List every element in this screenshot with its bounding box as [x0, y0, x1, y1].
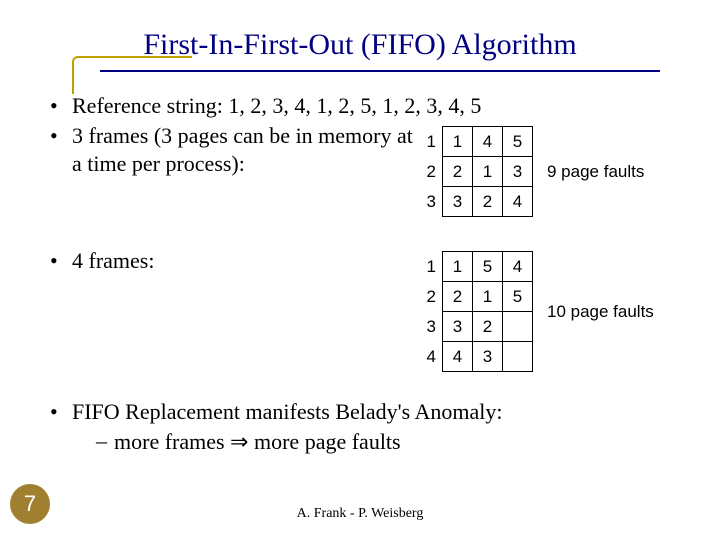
- cell: 2: [473, 187, 503, 217]
- table-3-frames-block: 1 2 3 1 4 5 2 1 3 3: [420, 122, 644, 217]
- cell: 1: [443, 127, 473, 157]
- table-row: 4 3: [443, 342, 533, 372]
- cell: 1: [443, 252, 473, 282]
- row-labels-3: 1 2 3: [420, 127, 436, 217]
- section-4-frames: • 4 frames: 1 2 3 4 1 5 4 2: [50, 247, 720, 372]
- cell: 1: [473, 282, 503, 312]
- fault-label-3: 9 page faults: [547, 162, 644, 182]
- section-3-frames: • 3 frames (3 pages can be in memory at …: [50, 122, 720, 217]
- sub-bullet-text: more frames ⇒ more page faults: [114, 428, 401, 456]
- cell: 3: [503, 157, 533, 187]
- cell: 1: [473, 157, 503, 187]
- bullet-dot: •: [50, 247, 72, 275]
- table-4-frames-block: 1 2 3 4 1 5 4 2 1 5: [420, 247, 654, 372]
- bullet-text: Reference string: 1, 2, 3, 4, 1, 2, 5, 1…: [72, 92, 481, 120]
- row-label: 2: [420, 157, 436, 187]
- table-row: 3 2 4: [443, 187, 533, 217]
- table-row: 1 5 4: [443, 252, 533, 282]
- footer-credit: A. Frank - P. Weisberg: [0, 506, 720, 522]
- table-row: 3 2: [443, 312, 533, 342]
- bullet-4-frames: • 4 frames:: [50, 247, 420, 275]
- title-accent-frame: [72, 56, 192, 94]
- cell: 5: [503, 282, 533, 312]
- bullet-dot: •: [50, 122, 72, 150]
- row-label: 3: [420, 187, 436, 217]
- frame-table-4: 1 5 4 2 1 5 3 2 4: [442, 251, 533, 372]
- sub-bullet-belady: – more frames ⇒ more page faults: [50, 428, 720, 456]
- table-3-frames-wrap: 1 2 3 1 4 5 2 1 3 3: [420, 126, 644, 217]
- frame-table-3: 1 4 5 2 1 3 3 2 4: [442, 126, 533, 217]
- table-row: 2 1 3: [443, 157, 533, 187]
- row-label: 1: [420, 127, 436, 157]
- cell: 5: [473, 252, 503, 282]
- belady-section: • FIFO Replacement manifests Belady's An…: [50, 398, 720, 456]
- bullet-belady: • FIFO Replacement manifests Belady's An…: [50, 398, 720, 426]
- cell: [503, 312, 533, 342]
- slide-content: • Reference string: 1, 2, 3, 4, 1, 2, 5,…: [0, 72, 720, 456]
- fault-label-4: 10 page faults: [547, 302, 654, 322]
- cell: 3: [443, 312, 473, 342]
- table-4-frames-wrap: 1 2 3 4 1 5 4 2 1 5: [420, 251, 654, 372]
- cell: 2: [443, 157, 473, 187]
- row-label: 2: [420, 282, 436, 312]
- row-label: 1: [420, 252, 436, 282]
- row-label: 4: [420, 342, 436, 372]
- cell: 4: [503, 252, 533, 282]
- cell: 4: [473, 127, 503, 157]
- bullet-reference-string: • Reference string: 1, 2, 3, 4, 1, 2, 5,…: [50, 92, 720, 120]
- bullet-dot: •: [50, 398, 72, 426]
- row-labels-4: 1 2 3 4: [420, 252, 436, 372]
- cell: 2: [443, 282, 473, 312]
- cell: 4: [443, 342, 473, 372]
- cell: 5: [503, 127, 533, 157]
- cell: 3: [473, 342, 503, 372]
- bullet-dot: •: [50, 92, 72, 120]
- cell: 3: [443, 187, 473, 217]
- sub-dash: –: [96, 428, 114, 456]
- cell: 2: [473, 312, 503, 342]
- cell: [503, 342, 533, 372]
- bullet-3-frames: • 3 frames (3 pages can be in memory at …: [50, 122, 420, 178]
- bullet-text: 4 frames:: [72, 247, 154, 275]
- row-label: 3: [420, 312, 436, 342]
- bullet-text: FIFO Replacement manifests Belady's Anom…: [72, 398, 502, 426]
- bullet-text: 3 frames (3 pages can be in memory at a …: [72, 122, 420, 178]
- table-row: 2 1 5: [443, 282, 533, 312]
- table-row: 1 4 5: [443, 127, 533, 157]
- cell: 4: [503, 187, 533, 217]
